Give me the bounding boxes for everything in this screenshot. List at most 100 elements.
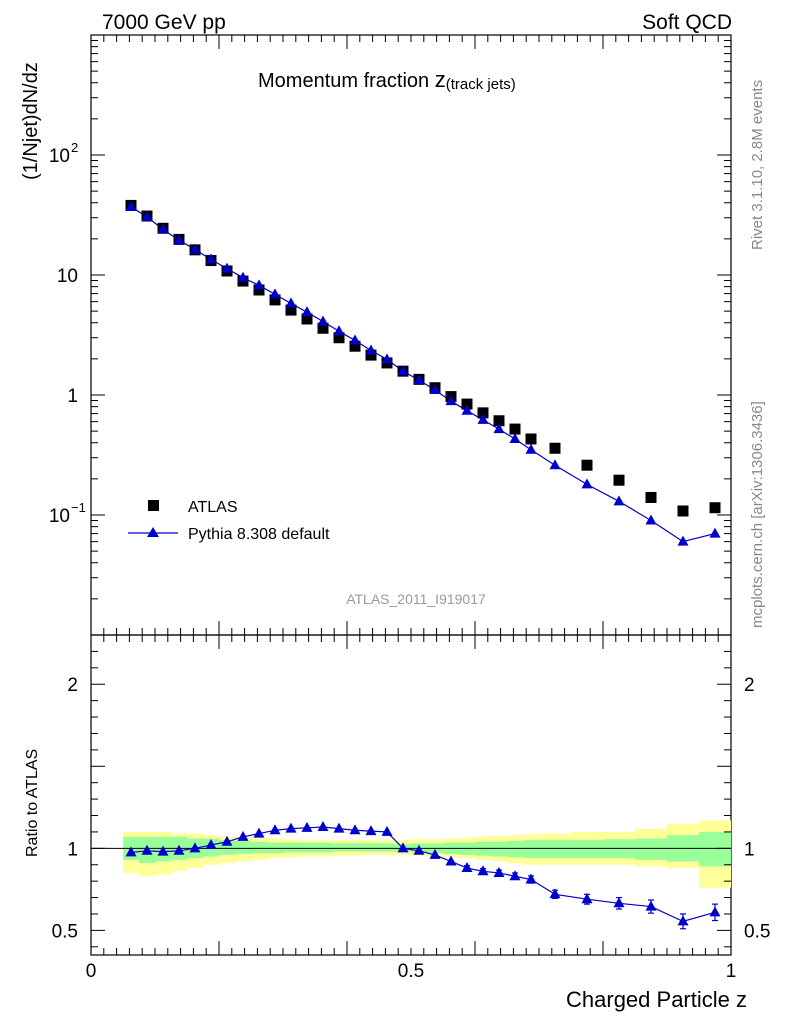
legend: ATLAS Pythia 8.308 default (128, 499, 330, 543)
ratio-point (581, 893, 593, 904)
band-inner-bin (331, 843, 347, 852)
y-tick-exponent: −1 (71, 500, 86, 515)
pythia-point (317, 315, 329, 326)
ratio-y-tick-label-right: 2 (744, 675, 755, 696)
ratio-point (205, 839, 217, 850)
y-tick-label: 10 (49, 506, 70, 527)
ratio-series (125, 821, 721, 930)
x-tick-label: 1 (726, 961, 737, 982)
ratio-point (429, 848, 441, 859)
ratio-point (525, 873, 537, 884)
atlas-point (349, 340, 361, 352)
ratio-point (189, 842, 201, 853)
ratio-point (397, 842, 409, 853)
band-inner-bin (379, 843, 395, 852)
atlas-point (493, 415, 505, 427)
pythia-point (349, 334, 361, 345)
ratio-point (413, 844, 425, 855)
x-tick-label: 0 (86, 961, 97, 982)
legend-pythia-marker (147, 527, 159, 537)
ratio-point (141, 844, 153, 855)
axis-ticks (90, 35, 732, 955)
ratio-point (509, 870, 521, 881)
atlas-series (125, 199, 721, 517)
pythia-point (301, 306, 313, 317)
band-inner-bin (347, 843, 363, 852)
legend-atlas-label: ATLAS (188, 499, 238, 516)
pythia-point (285, 297, 297, 308)
header-right: Soft QCD (642, 11, 732, 34)
pythia-point (677, 535, 689, 546)
band-inner-bin (491, 841, 507, 857)
pythia-point (397, 365, 409, 376)
ratio-y-tick-label-left: 1 (67, 839, 78, 860)
ratio-point (317, 821, 329, 831)
atlas-point (301, 313, 313, 325)
band-inner-bin (283, 842, 299, 853)
ratio-point (221, 835, 233, 846)
atlas-point (269, 294, 281, 306)
atlas-point (709, 502, 721, 514)
pythia-point (429, 384, 441, 395)
band-inner-bin (539, 840, 571, 859)
ratio-point (365, 825, 377, 836)
pythia-point (205, 253, 217, 264)
pythia-point (461, 404, 473, 415)
pythia-point (549, 459, 561, 470)
ratio-point (349, 824, 361, 835)
pythia-point (365, 344, 377, 355)
band-inner-bin (299, 842, 315, 853)
pythia-point (141, 210, 153, 221)
atlas-point (613, 474, 625, 486)
x-axis-label: Charged Particle z (566, 987, 747, 1012)
ratio-y-tick-label-left: 0.5 (52, 921, 78, 942)
atlas-point (365, 349, 377, 361)
pythia-point (253, 279, 265, 290)
ratio-y-axis-label: Ratio to ATLAS (24, 749, 41, 857)
x-tick-label: 0.5 (398, 961, 424, 982)
ratio-panel-frame (90, 634, 732, 956)
y-tick-label: 10 (49, 146, 70, 167)
band-inner-bin (571, 840, 603, 859)
atlas-point (285, 304, 297, 316)
ratio-point (173, 844, 185, 855)
pythia-point (525, 443, 537, 454)
atlas-point (509, 423, 521, 435)
ratio-point (477, 865, 489, 876)
ratio-point (125, 846, 137, 857)
ratio-point (461, 862, 473, 873)
y-tick-exponent: 2 (71, 140, 78, 155)
ratio-point (157, 845, 169, 856)
pythia-point (157, 223, 169, 234)
atlas-point (253, 284, 265, 296)
header-left: 7000 GeV pp (102, 11, 226, 34)
band-inner-bin (507, 840, 523, 858)
pythia-point (125, 200, 137, 211)
ratio-point (613, 897, 625, 908)
ratio-y-tick-label-right: 1 (744, 839, 755, 860)
band-inner-bin (523, 840, 539, 859)
pythia-point (189, 243, 201, 254)
atlas-point (549, 442, 561, 454)
legend-atlas-marker (148, 500, 159, 511)
ratio-point (709, 906, 721, 917)
pythia-point (445, 395, 457, 406)
band-inner-bin (635, 838, 667, 860)
pythia-series (125, 200, 721, 546)
ratio-y-tick-label-right: 0.5 (744, 921, 770, 942)
rivet-label: Rivet 3.1.10, 2.8M events (749, 80, 766, 250)
band-inner-bin (699, 831, 731, 867)
band-inner-bin (363, 843, 379, 852)
ratio-point (493, 866, 505, 877)
ratio-point (677, 915, 689, 926)
pythia-point (509, 432, 521, 443)
ratio-band-inner (123, 831, 731, 867)
pythia-point (477, 413, 489, 424)
y-tick-label: 1 (67, 386, 78, 407)
atlas-point (317, 322, 329, 334)
atlas-point (525, 433, 537, 445)
ratio-y-tick-label-left: 2 (67, 675, 78, 696)
ratio-point (301, 821, 313, 832)
